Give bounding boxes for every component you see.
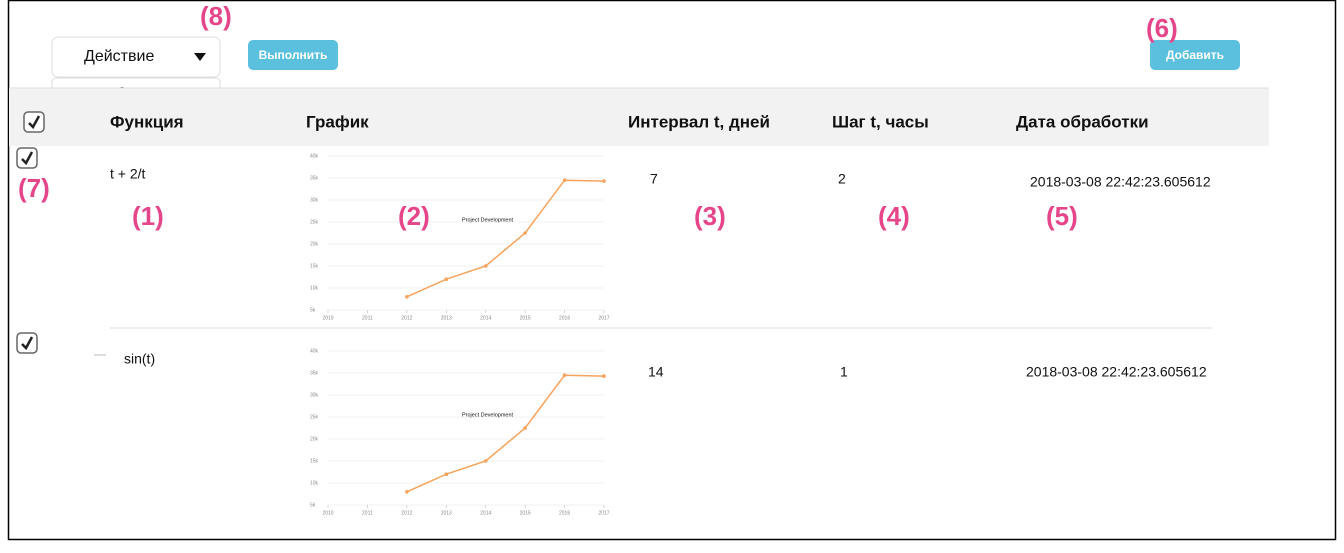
dropdown-caret [194,53,206,61]
checkmark [28,115,41,130]
annotation: (5) [1046,201,1078,231]
x-tick-label: 2014 [480,315,491,321]
column-header: Интервал t, дней [628,112,770,131]
y-tick-label: 25k [310,414,319,420]
column-header: Шаг t, часы [832,112,929,131]
x-tick-label: 2016 [559,315,570,321]
column-header: Функция [110,112,184,131]
table-cell: 2018-03-08 22:42:23.605612 [1026,364,1207,380]
y-tick-label: 10k [310,285,319,291]
point [444,472,449,477]
y-tick-label: 30k [310,392,319,398]
function-cell: t + 2/t [110,166,146,182]
annotation: (8) [200,1,232,31]
function-cell: sin(t) [124,351,155,367]
checkbox[interactable] [16,147,38,169]
checkmark [21,151,34,166]
table-cell: 14 [648,364,664,380]
x-tick-label: 2015 [520,315,531,321]
y-tick-label: 15k [310,458,319,464]
x-tick-label: 2013 [441,510,452,516]
x-tick-label: 2010 [322,315,333,321]
y-tick-label: 25k [310,219,319,225]
point [602,374,606,378]
x-tick-label: 2016 [559,510,570,516]
point [483,459,488,463]
point [405,295,409,299]
x-tick-label: 2013 [441,315,452,321]
table-cell: 7 [650,171,658,187]
dropdown-label: Действие [84,48,154,65]
y-tick-label: 30k [310,197,319,203]
column-header: График [306,112,369,131]
execute-label: Выполнить [259,48,328,62]
x-tick-label: 2015 [520,510,531,516]
line [406,179,605,298]
add-label: Добавить [1166,48,1224,62]
x-tick-label: 2012 [401,315,412,321]
column-header: Дата обработки [1016,112,1149,131]
y-tick-label: 10k [310,480,319,486]
y-tick-label: 40k [310,153,319,159]
y-tick-label: 35k [310,370,319,376]
annotation: (2) [398,201,430,231]
y-tick-label: 35k [310,175,319,181]
x-tick-label: 2011 [362,315,373,321]
annotation: (4) [878,201,910,231]
checkbox[interactable] [23,111,45,133]
x-tick-label: 2010 [322,510,333,516]
table-cell: 2018-03-08 22:42:23.605612 [1030,174,1211,190]
add-button[interactable] [1150,40,1240,70]
point [523,231,527,235]
annotation: (1) [132,201,164,231]
point [523,426,527,430]
table-cell: 1 [840,364,848,380]
x-tick-label: 2017 [598,315,609,321]
point [444,277,449,282]
header-row [9,88,1269,146]
annotation: (3) [694,201,726,231]
annotation: (6) [1146,13,1178,43]
point [405,490,409,494]
x-tick-label: 2011 [362,510,373,516]
x-tick-label: 2014 [480,510,491,516]
annotation: (7) [18,173,50,203]
series-label: Project Development [462,217,514,223]
y-tick-label: 20k [310,241,319,247]
y-tick-label: 40k [310,348,319,354]
table-cell: 2 [838,171,846,187]
point [562,373,567,378]
series-label: Project Development [462,412,514,418]
execute-button[interactable] [248,40,338,70]
line [406,374,605,493]
action-dropdown[interactable] [51,36,221,78]
y-tick-label: 20k [310,436,319,442]
point [602,179,606,183]
y-tick-label: 15k [310,263,319,269]
checkmark [21,336,34,351]
y-tick-label: 5k [310,307,316,313]
x-tick-label: 2017 [598,510,609,516]
point [562,178,567,182]
point [483,264,488,268]
x-tick-label: 2012 [401,510,412,516]
y-tick-label: 5k [310,502,316,508]
checkbox[interactable] [16,332,38,354]
